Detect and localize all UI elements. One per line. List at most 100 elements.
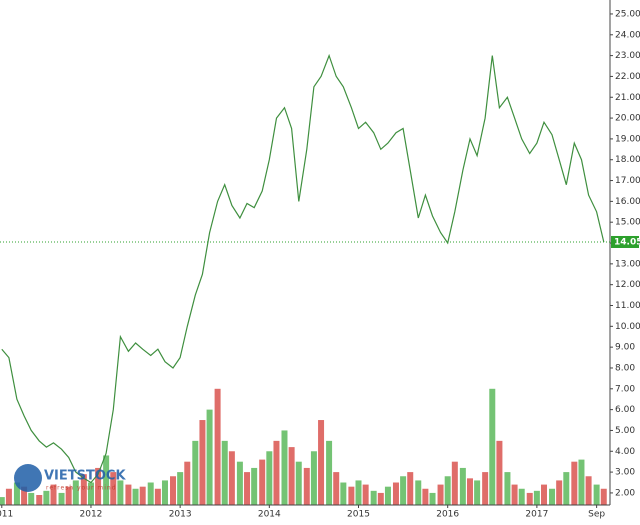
volume-bar	[310, 451, 317, 505]
volume-bar	[259, 459, 266, 505]
volume-bar	[303, 467, 310, 505]
volume-bar	[355, 480, 362, 505]
volume-bar	[541, 484, 548, 505]
volume-bar	[103, 455, 110, 505]
volume-bar	[333, 472, 340, 505]
volume-bar	[504, 472, 511, 505]
y-tick-label: 19.00	[615, 134, 640, 144]
volume-bar	[415, 480, 422, 505]
y-tick-label: 4.00	[615, 447, 635, 457]
volume-bar	[228, 451, 235, 505]
x-tick-label: 2012	[80, 510, 103, 520]
volume-bar	[400, 476, 407, 505]
y-tick-label: 20.00	[615, 114, 640, 124]
y-tick-label: 13.00	[615, 259, 640, 269]
volume-bar	[563, 472, 570, 505]
volume-bar	[326, 440, 333, 505]
logo-text: VIETSTOCK	[44, 469, 126, 484]
y-tick-label: 6.00	[615, 405, 635, 415]
volume-bar	[117, 480, 124, 505]
volume-bar	[132, 488, 139, 505]
volume-bar	[518, 488, 525, 505]
volume-bar	[318, 420, 325, 505]
volume-bar	[50, 484, 57, 505]
volume-bar	[437, 484, 444, 505]
volume-bar	[80, 474, 87, 505]
volume-bar	[489, 388, 496, 505]
volume-bar	[422, 488, 429, 505]
volume-bar	[58, 492, 65, 505]
x-tick-label: 2013	[169, 510, 192, 520]
volume-bar	[526, 492, 533, 505]
volume-bar	[214, 388, 221, 505]
volume-bar	[340, 482, 347, 505]
y-tick-label: 5.00	[615, 426, 635, 436]
volume-bar	[266, 451, 273, 505]
volume-bar	[154, 488, 161, 505]
volume-bar	[474, 480, 481, 505]
volume-bar	[593, 484, 600, 505]
y-tick-label: 9.00	[615, 343, 635, 353]
volume-bar	[466, 478, 473, 505]
x-tick-label: 2015	[347, 510, 370, 520]
x-tick-label: 2016	[436, 510, 459, 520]
volume-bar	[549, 488, 556, 505]
volume-bar	[65, 486, 72, 505]
x-tick-label: 2014	[258, 510, 281, 520]
volume-bar	[556, 480, 563, 505]
volume-bar	[139, 486, 146, 505]
volume-bar	[377, 492, 384, 505]
volume-bar	[459, 467, 466, 505]
volume-bar	[147, 482, 154, 505]
volume-bar	[571, 461, 578, 505]
y-tick-label: 18.00	[615, 155, 640, 165]
volume-bar	[407, 472, 414, 505]
volume-bar	[244, 472, 251, 505]
volume-bar	[533, 490, 540, 505]
y-tick-label: 10.00	[615, 322, 640, 332]
volume-bar	[288, 447, 295, 505]
last-price-label: 14.05	[614, 237, 640, 247]
y-tick-label: 7.00	[615, 384, 635, 394]
volume-bar	[28, 492, 35, 505]
volume-bar	[199, 420, 206, 505]
volume-bar	[578, 459, 585, 505]
y-tick-label: 8.00	[615, 363, 635, 373]
y-tick-label: 11.00	[615, 301, 640, 311]
volume-bar	[511, 484, 518, 505]
last-price-box	[611, 235, 639, 248]
volume-bar	[348, 486, 355, 505]
volume-bar	[251, 467, 258, 505]
volume-bar	[362, 484, 369, 505]
volume-bar	[295, 461, 302, 505]
volume-bar	[36, 495, 43, 505]
volume-bar	[72, 480, 79, 505]
volume-bar	[192, 440, 199, 505]
y-tick-label: 25.00	[615, 9, 640, 19]
y-tick-label: 2.00	[615, 488, 635, 498]
volume-bar	[370, 490, 377, 505]
y-tick-label: 3.00	[615, 468, 635, 478]
logo-icon	[14, 464, 42, 492]
volume-bar	[392, 482, 399, 505]
volume-bar	[236, 461, 243, 505]
volume-bar	[496, 440, 503, 505]
x-tick-label: 2017	[525, 510, 548, 520]
x-tick-label: Sep	[588, 510, 605, 520]
y-tick-label: 15.00	[615, 218, 640, 228]
volume-bar	[95, 467, 102, 505]
volume-bar	[0, 497, 5, 505]
volume-bar	[110, 472, 117, 505]
volume-bar	[482, 472, 489, 505]
y-tick-label: 24.00	[615, 30, 640, 40]
volume-bar	[585, 476, 592, 505]
y-tick-label: 16.00	[615, 197, 640, 207]
volume-bar	[125, 484, 132, 505]
y-tick-label: 12.00	[615, 280, 640, 290]
logo: VIETSTOCK refresh your mind	[14, 464, 126, 492]
volume-bar	[273, 440, 280, 505]
volume-bar	[451, 461, 458, 505]
volume-bar	[221, 440, 228, 505]
